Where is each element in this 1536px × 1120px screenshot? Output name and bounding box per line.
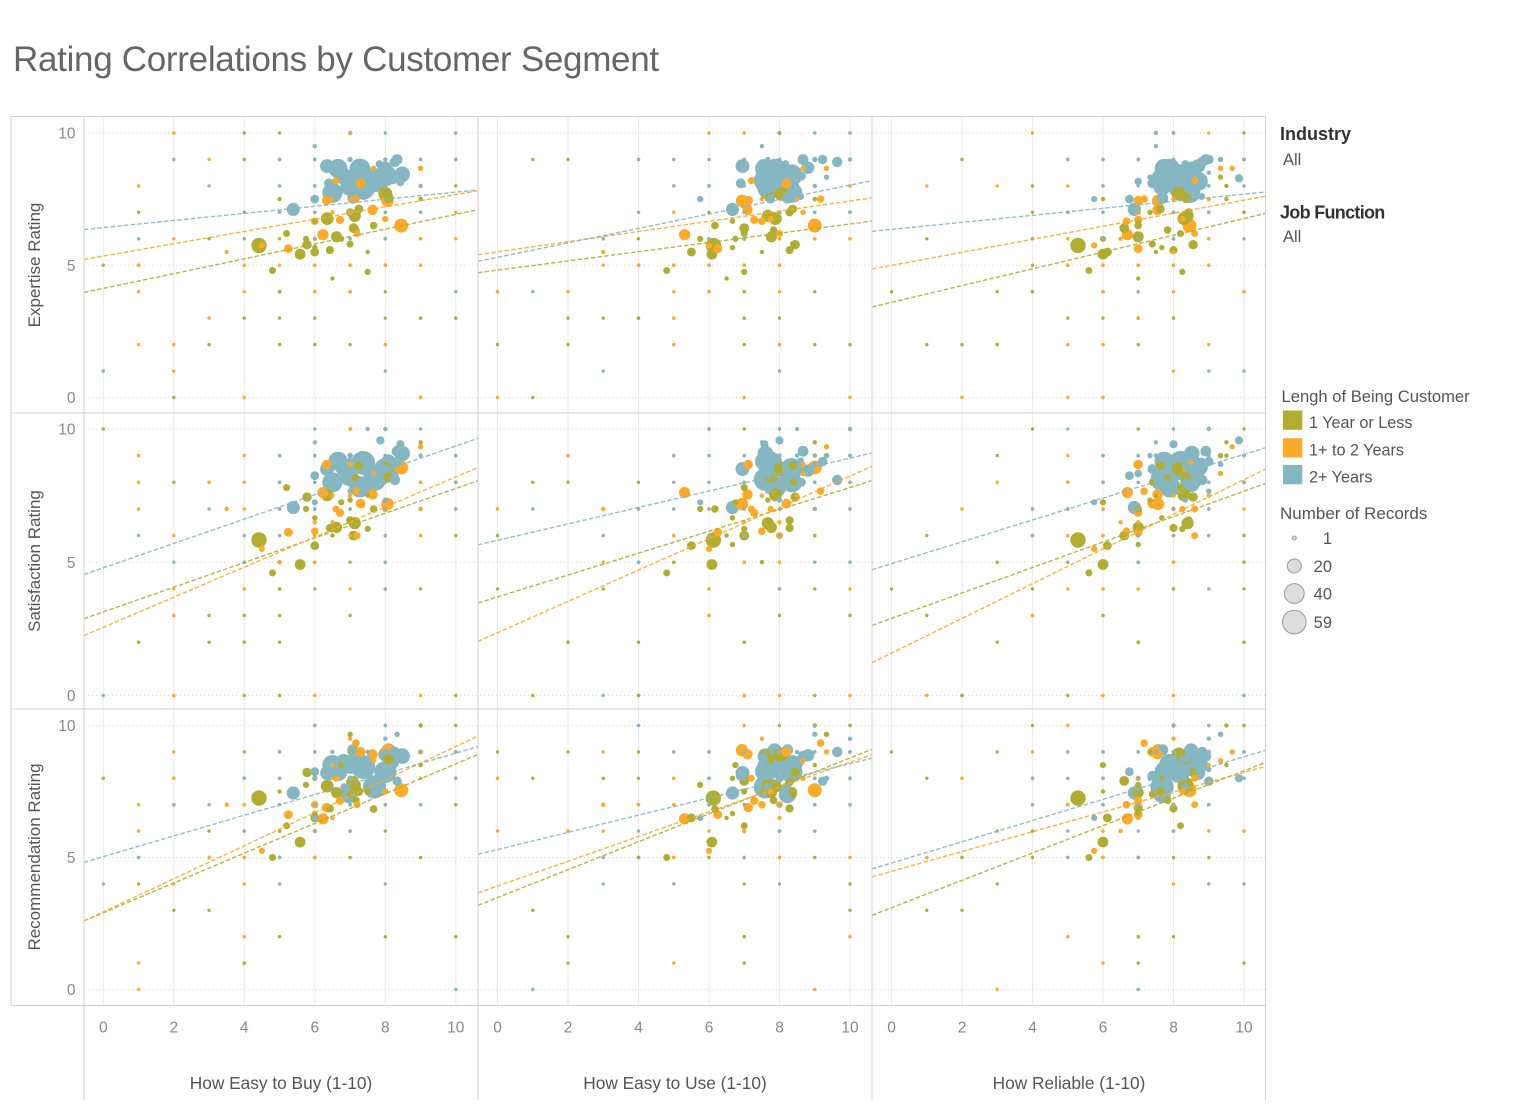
svg-text:0: 0 <box>67 688 76 705</box>
svg-text:5: 5 <box>67 258 76 275</box>
svg-text:How Easy to Use (1-10): How Easy to Use (1-10) <box>583 1073 766 1093</box>
svg-text:0: 0 <box>493 1020 502 1037</box>
svg-text:Lengh of Being Customer: Lengh of Being Customer <box>1282 387 1471 406</box>
svg-text:2+ Years: 2+ Years <box>1309 468 1372 486</box>
svg-text:Satisfaction Rating: Satisfaction Rating <box>25 490 44 632</box>
svg-text:10: 10 <box>447 1020 465 1037</box>
svg-text:5: 5 <box>67 555 76 572</box>
svg-text:0: 0 <box>887 1020 896 1037</box>
svg-text:5: 5 <box>67 850 76 867</box>
svg-text:20: 20 <box>1314 558 1332 576</box>
svg-text:4: 4 <box>240 1020 249 1037</box>
svg-text:1: 1 <box>1323 530 1332 548</box>
svg-text:8: 8 <box>775 1020 784 1037</box>
svg-text:1+ to 2 Years: 1+ to 2 Years <box>1309 442 1404 460</box>
svg-text:Recommendation Rating: Recommendation Rating <box>25 763 44 950</box>
svg-text:2: 2 <box>564 1020 573 1037</box>
svg-text:8: 8 <box>1169 1020 1178 1037</box>
svg-text:10: 10 <box>58 718 76 735</box>
svg-text:All: All <box>1283 228 1301 246</box>
svg-text:6: 6 <box>705 1020 714 1037</box>
svg-text:Job Function: Job Function <box>1280 203 1385 223</box>
svg-text:Rating Correlations by Custome: Rating Correlations by Customer Segment <box>13 40 659 79</box>
svg-text:0: 0 <box>67 982 76 999</box>
svg-text:0: 0 <box>67 390 76 407</box>
svg-text:6: 6 <box>1099 1020 1108 1037</box>
svg-text:How Reliable (1-10): How Reliable (1-10) <box>993 1073 1146 1093</box>
svg-text:40: 40 <box>1314 585 1332 603</box>
svg-text:4: 4 <box>1028 1020 1037 1037</box>
svg-text:2: 2 <box>958 1020 967 1037</box>
svg-text:10: 10 <box>841 1020 859 1037</box>
svg-text:Number of Records: Number of Records <box>1280 504 1427 523</box>
svg-text:4: 4 <box>634 1020 643 1037</box>
svg-text:All: All <box>1283 151 1301 169</box>
svg-text:6: 6 <box>310 1020 319 1037</box>
svg-text:How Easy to Buy (1-10): How Easy to Buy (1-10) <box>190 1073 372 1093</box>
svg-text:10: 10 <box>58 422 76 439</box>
svg-text:10: 10 <box>1235 1020 1253 1037</box>
svg-text:0: 0 <box>99 1020 108 1037</box>
svg-text:Expertise Rating: Expertise Rating <box>25 203 44 328</box>
svg-text:2: 2 <box>169 1020 178 1037</box>
svg-text:8: 8 <box>381 1020 390 1037</box>
svg-text:59: 59 <box>1314 614 1332 632</box>
svg-text:10: 10 <box>58 126 76 143</box>
svg-text:Industry: Industry <box>1280 124 1351 144</box>
svg-text:1 Year or Less: 1 Year or Less <box>1309 414 1413 432</box>
